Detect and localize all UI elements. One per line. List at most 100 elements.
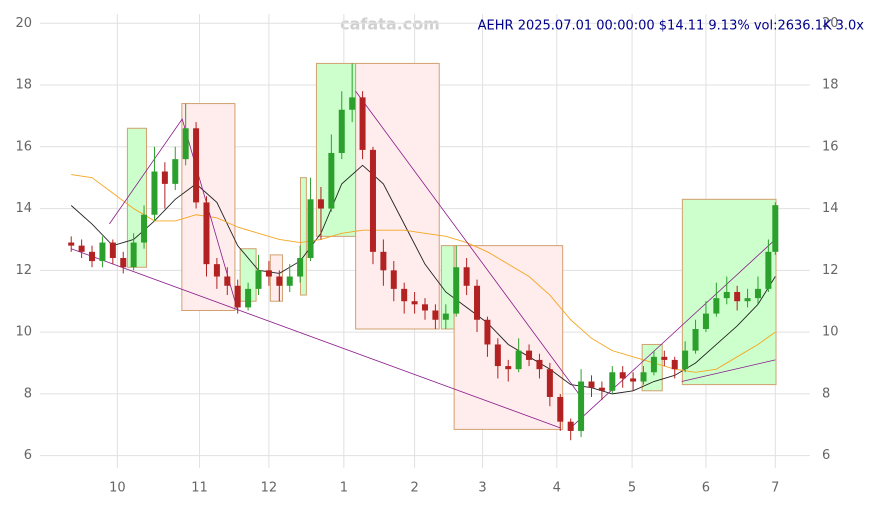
y-tick-label: 16 [15,139,32,154]
candle-body [723,291,730,299]
candle-body [120,257,127,268]
candle-body [713,298,720,314]
candle-body [99,242,106,262]
candle-body [453,267,460,314]
candle-body [203,202,210,265]
candle-body [151,171,158,215]
candle-body [484,319,491,345]
x-tick-label: 7 [771,481,779,496]
candle-body [390,270,397,289]
candle-body [245,288,252,308]
candle-body [349,97,356,110]
moving-average [70,164,776,395]
candle-body [432,310,439,320]
x-tick-label: 3 [478,481,486,496]
candle-body [380,251,387,271]
x-tick-label: 11 [191,481,208,496]
candle-body [567,421,574,431]
chart-title: AEHR 2025.07.01 00:00:00 $14.11 9.13% vo… [478,19,865,34]
y-tick-label-right: 20 [822,16,839,31]
candle-body [286,276,293,286]
y-tick-label: 8 [24,386,32,401]
candle-body [474,285,481,320]
candle-body [161,171,168,184]
candle-body [297,257,304,277]
trend-line [71,248,561,429]
candle-body [172,159,179,184]
y-tick-label: 10 [15,325,32,340]
candle-body [598,387,605,391]
y-tick-label-right: 10 [822,325,839,340]
candle-body [141,214,148,243]
candle-body [338,109,345,153]
y-tick-label: 6 [24,448,32,463]
y-tick-label: 20 [15,16,32,31]
candle-body [359,97,366,150]
candle-body [234,285,241,308]
candle-body [536,359,543,370]
y-tick-label-right: 14 [822,201,839,216]
candle-body [526,350,533,360]
y-tick-label-right: 16 [822,139,839,154]
trend-line [109,118,239,311]
x-tick-label: 1 [340,481,348,496]
y-tick-label-right: 8 [822,386,830,401]
candle-body [422,304,428,311]
candle-body [588,381,595,388]
candle-body [619,372,626,379]
x-tick-label: 2 [410,481,418,496]
candle-body [682,350,689,370]
moving-average [71,174,776,373]
trend-line [681,359,776,382]
signal-box [681,198,777,386]
candle-body [89,251,96,262]
x-tick-label: 10 [109,481,126,496]
candle-body [661,356,668,360]
x-tick-label: 12 [261,481,278,496]
y-tick-label-right: 12 [822,263,839,278]
y-tick-label: 12 [15,263,32,278]
candle-body [494,344,501,367]
signal-box [299,177,307,296]
candle-body [328,152,335,209]
candle-body [317,199,324,209]
candle-body [744,298,751,302]
candle-body [734,291,741,302]
candle-body [702,313,709,330]
y-tick-label-right: 18 [822,78,839,93]
candle-body [411,301,418,305]
candle-body [193,128,200,203]
candle-body [765,251,772,289]
candle-body [276,276,283,286]
trend-line [355,90,582,398]
candle-body [557,396,564,422]
candle-body [255,270,262,289]
y-tick-label-right: 6 [822,448,830,463]
candle-body [182,128,189,160]
watermark: cafata.com [340,15,440,34]
candle-body [692,329,699,351]
candle-body [401,288,408,302]
candle-body [578,381,585,431]
signal-box [315,62,357,237]
candle-body [609,372,616,391]
candle-body [369,149,376,252]
candle-body [505,366,512,370]
candle-body [68,242,75,246]
candle-body [265,270,272,277]
candle-body [640,372,647,382]
trend-line [570,239,776,429]
candle-body [463,267,470,286]
candle-body [307,199,314,258]
candle-body [213,264,220,277]
y-tick-label: 14 [15,201,32,216]
candle-body [650,356,657,373]
candle-body [78,245,85,252]
signal-box [355,62,440,330]
candle-body [754,288,761,299]
candle-body [772,205,779,252]
candle-body [109,242,116,258]
candle-body [630,378,637,382]
y-tick-label: 18 [15,78,32,93]
